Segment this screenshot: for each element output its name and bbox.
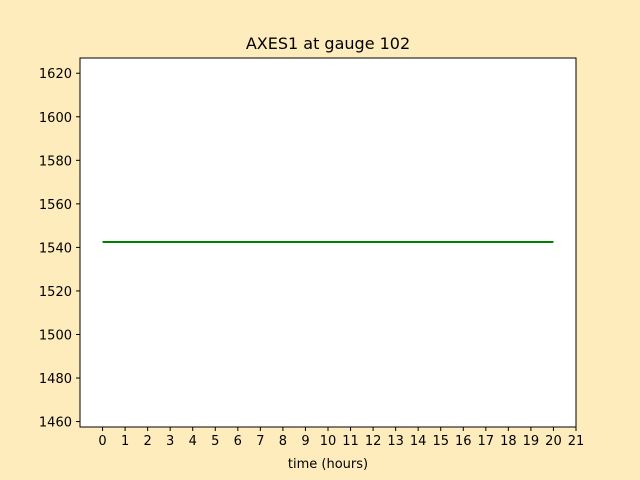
x-tick-label: 3 (166, 434, 174, 449)
chart-title: AXES1 at gauge 102 (246, 34, 410, 53)
y-axis: 1460 1480 1500 1520 1540 1560 1580 1600 1620 (39, 67, 80, 431)
x-tick-label: 1 (121, 434, 129, 449)
y-tick-label: 1600 (39, 111, 72, 126)
x-tick-label: 13 (387, 434, 404, 449)
y-tick-label: 1620 (39, 67, 72, 82)
y-tick-label: 1500 (39, 328, 72, 343)
x-tick-label: 14 (410, 434, 427, 449)
x-tick-label: 16 (455, 434, 472, 449)
x-tick-label: 11 (342, 434, 359, 449)
x-tick-label: 20 (545, 434, 562, 449)
x-tick-label: 15 (432, 434, 449, 449)
x-tick-label: 0 (98, 434, 106, 449)
x-tick-label: 4 (189, 434, 197, 449)
x-tick-label: 21 (568, 434, 585, 449)
x-tick-label: 8 (279, 434, 287, 449)
x-tick-label: 6 (234, 434, 242, 449)
x-tick-label: 19 (523, 434, 540, 449)
y-tick-label: 1480 (39, 372, 72, 387)
x-tick-label: 9 (301, 434, 309, 449)
y-tick-label: 1560 (39, 198, 72, 213)
y-tick-label: 1520 (39, 285, 72, 300)
x-tick-label: 5 (211, 434, 219, 449)
x-tick-label: 17 (478, 434, 495, 449)
x-tick-label: 12 (365, 434, 382, 449)
y-tick-label: 1460 (39, 416, 72, 431)
y-tick-label: 1580 (39, 154, 72, 169)
x-axis-label: time (hours) (288, 457, 368, 472)
y-tick-label: 1540 (39, 241, 72, 256)
x-tick-label: 18 (500, 434, 517, 449)
x-axis: 0 1 2 3 4 5 6 7 8 9 10 11 12 13 14 15 16 17 18 19 20 21 (98, 427, 584, 449)
x-tick-label: 10 (320, 434, 337, 449)
x-tick-label: 7 (256, 434, 264, 449)
x-tick-label: 2 (143, 434, 151, 449)
